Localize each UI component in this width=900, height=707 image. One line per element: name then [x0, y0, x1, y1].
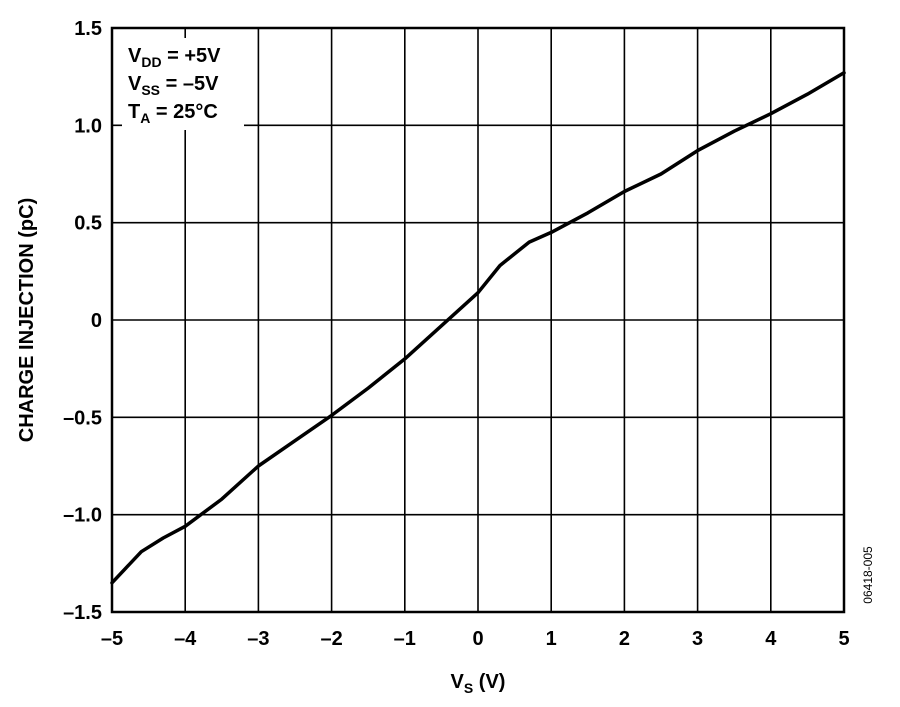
x-tick-label: –3	[247, 628, 269, 650]
x-axis-title: VS (V)	[451, 671, 506, 696]
x-tick-label: –2	[320, 628, 342, 650]
x-tick-label: –1	[394, 628, 416, 650]
annotation-rest: = –5V	[160, 73, 219, 95]
x-axis-title-main: V	[451, 671, 465, 693]
annotation-line: VDD = +5V	[128, 45, 221, 70]
annotation-line: TA = 25°C	[128, 101, 218, 126]
x-tick-label: 0	[472, 628, 483, 650]
y-tick-label: –1.0	[63, 505, 102, 527]
x-tick-label: 3	[692, 628, 703, 650]
y-tick-label: –0.5	[63, 407, 102, 429]
y-tick-label: 1.5	[74, 18, 102, 40]
x-axis-title-sub: S	[464, 680, 473, 696]
annotation-sub: DD	[141, 54, 161, 70]
grid-layer	[112, 28, 844, 612]
annotation-rest: = 25°C	[150, 101, 217, 123]
y-tick-label: 1.0	[74, 115, 102, 137]
y-tick-label: 0.5	[74, 213, 102, 235]
series-line	[110, 71, 846, 585]
y-tick-label: 0	[91, 310, 102, 332]
annotation-main: T	[128, 101, 140, 123]
annotation-sub: SS	[141, 82, 160, 98]
x-tick-label: 2	[619, 628, 630, 650]
y-axis-title: CHARGE INJECTION (pC)	[16, 198, 38, 442]
x-tick-label: –4	[174, 628, 197, 650]
x-tick-label: 5	[838, 628, 849, 650]
figure-id: 06418-005	[861, 546, 875, 604]
annotation-sub: A	[140, 110, 150, 126]
x-tick-label: –5	[101, 628, 123, 650]
annotation-rest: = +5V	[162, 45, 222, 67]
y-tick-labels: –1.5 –1.0 –0.5 0 0.5 1.0 1.5	[63, 18, 102, 624]
annotation-line: VSS = –5V	[128, 73, 219, 98]
annotation-main: V	[128, 73, 142, 95]
annotation-box	[122, 38, 244, 130]
x-tick-label: 4	[765, 628, 777, 650]
annotation-main: V	[128, 45, 142, 67]
x-tick-labels: –5 –4 –3 –2 –1 0 1 2 3 4 5	[101, 628, 850, 650]
y-tick-label: –1.5	[63, 602, 102, 624]
x-tick-label: 1	[546, 628, 557, 650]
plot-frame	[110, 26, 846, 614]
x-axis-title-rest: (V)	[473, 671, 505, 693]
